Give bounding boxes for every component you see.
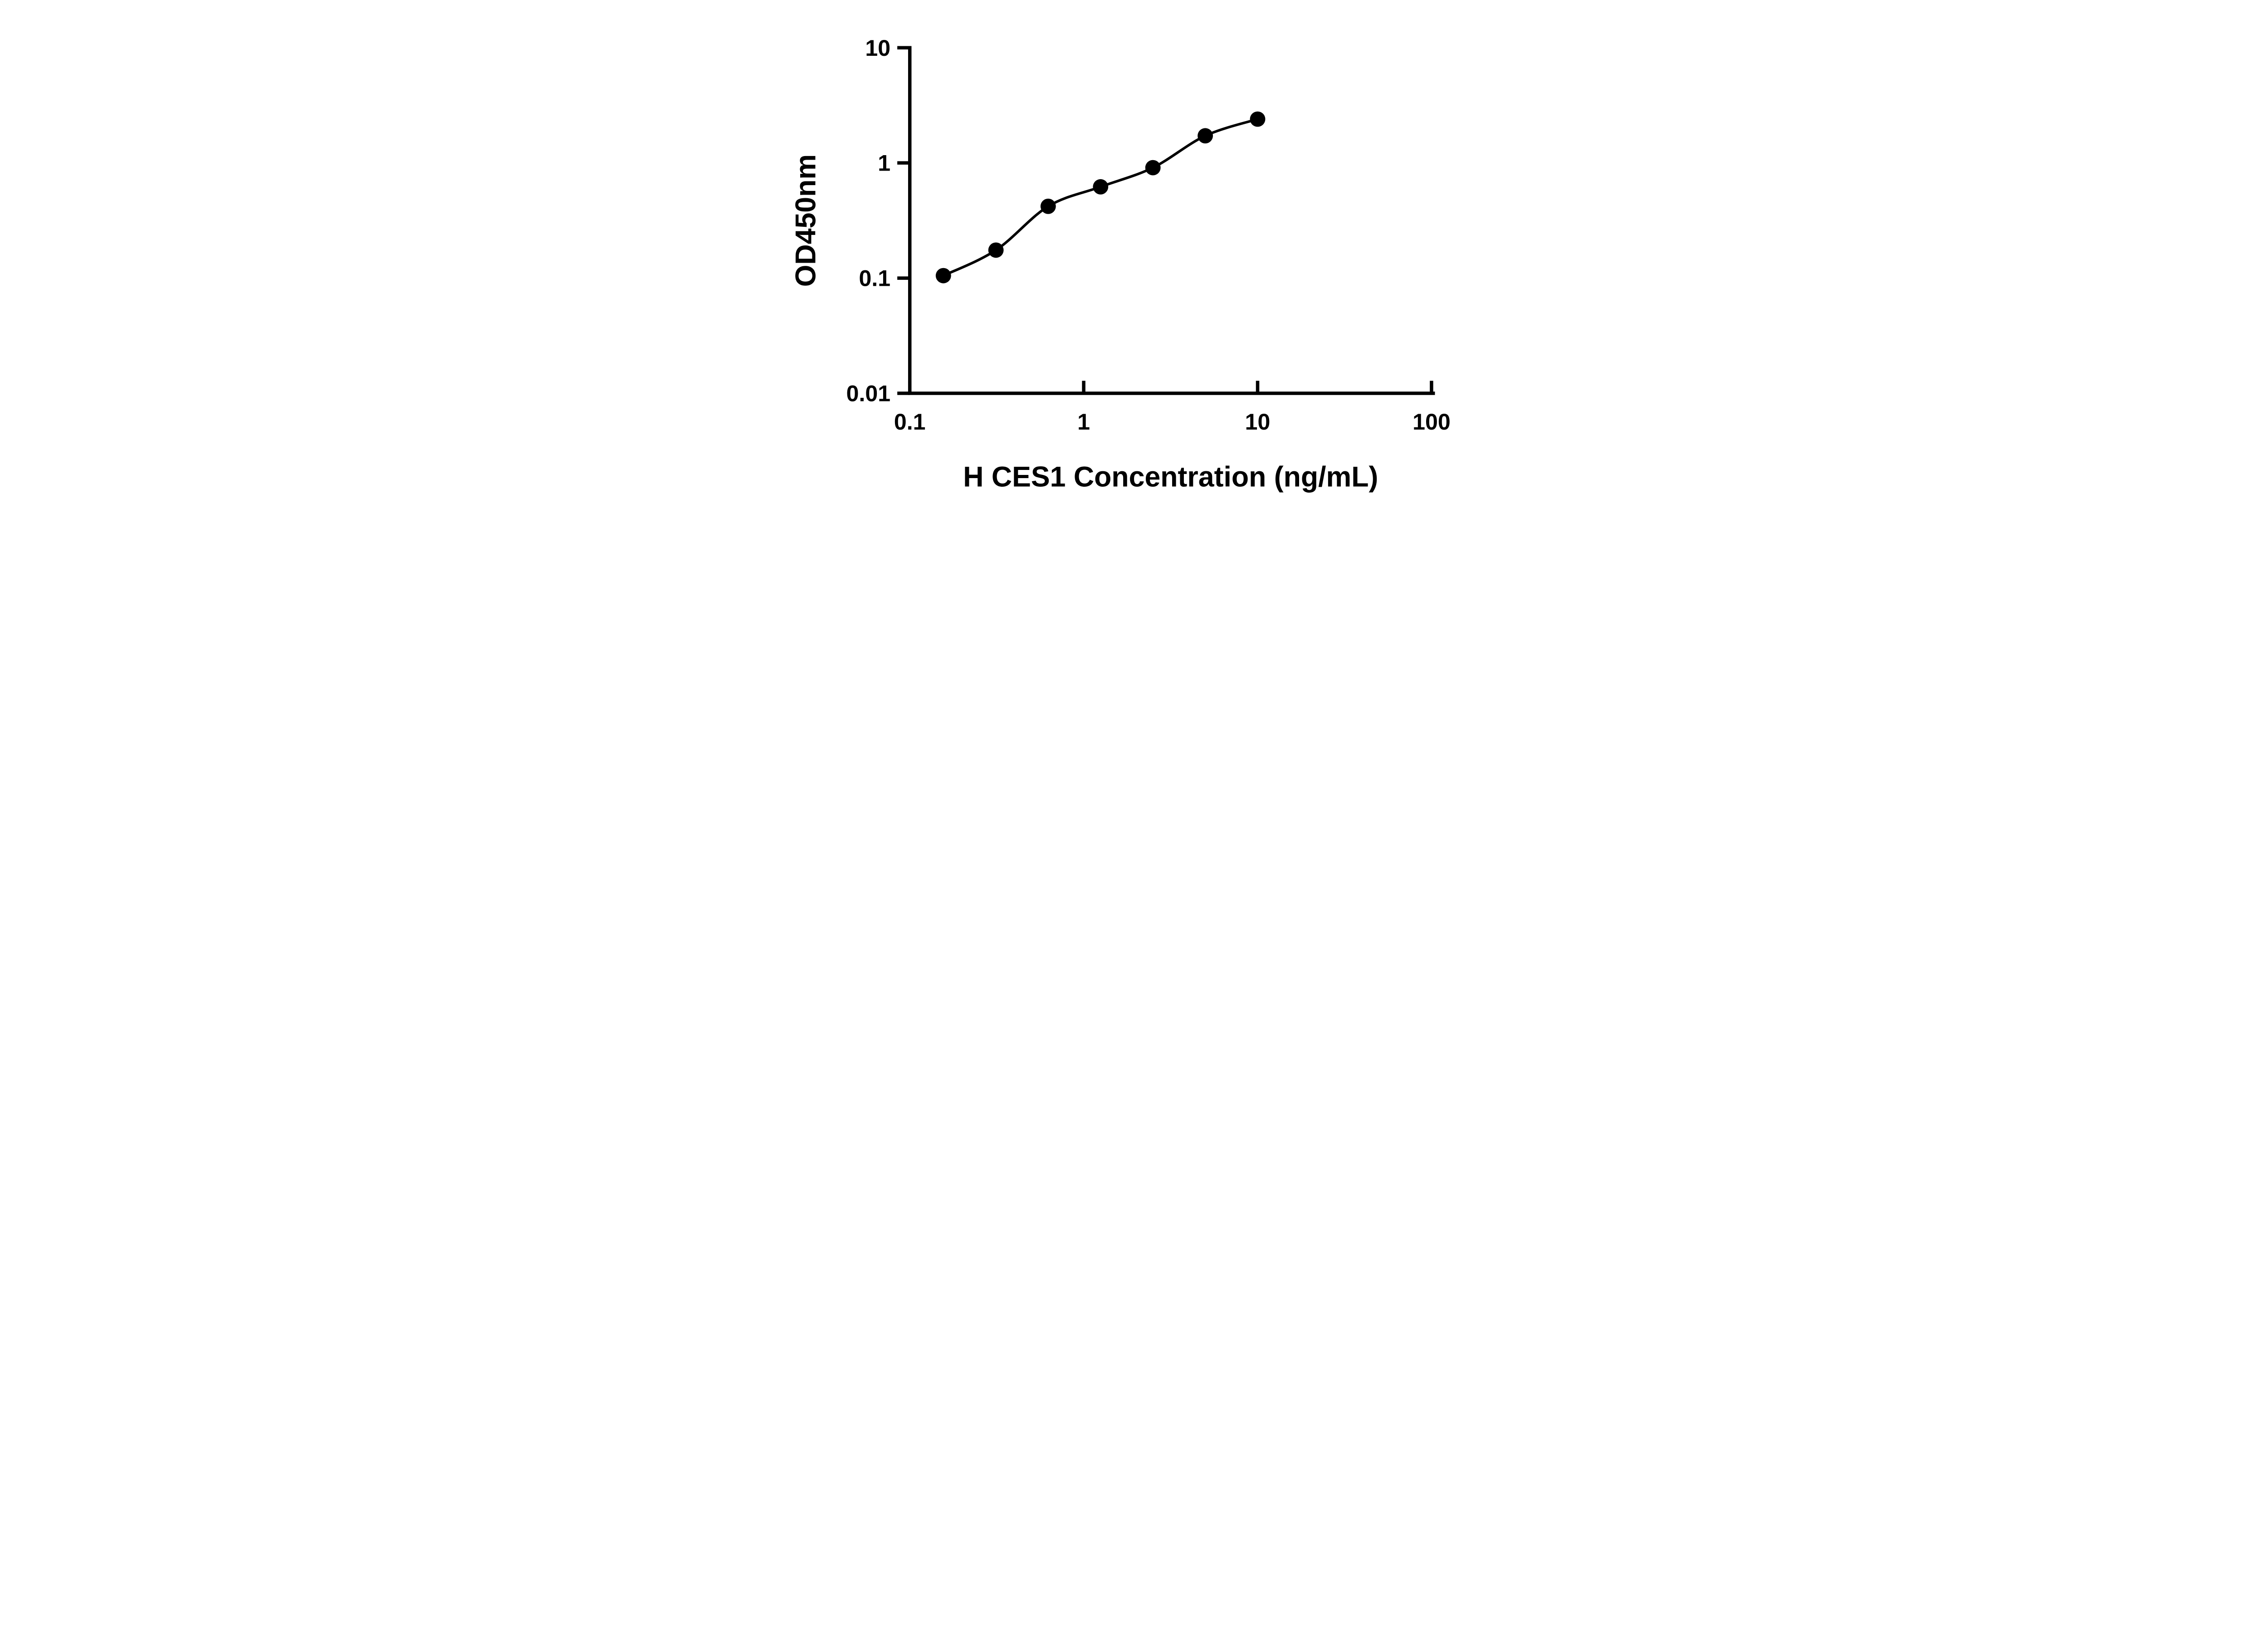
axes-frame bbox=[908, 46, 1435, 395]
y-axis-title: OD450nm bbox=[790, 154, 822, 287]
data-point bbox=[1250, 111, 1266, 127]
elisa-standard-curve-figure: 0.1 1 10 100 0.01 0.1 1 10 H CES1 Concentration… bbox=[771, 0, 1497, 513]
data-point bbox=[1145, 160, 1161, 176]
data-point bbox=[988, 242, 1004, 258]
y-tick-label: 10 bbox=[865, 35, 890, 61]
data-point bbox=[1040, 198, 1056, 214]
x-axis-title: H CES1 Concentration (ng/mL) bbox=[963, 461, 1378, 493]
x-tick-label: 1 bbox=[1077, 409, 1090, 435]
x-tick-label: 0.1 bbox=[894, 409, 926, 435]
y-tick-label: 0.01 bbox=[846, 381, 891, 406]
data-point bbox=[1093, 179, 1109, 195]
data-point bbox=[935, 268, 951, 284]
data-point bbox=[1198, 128, 1213, 144]
y-tick-label: 0.1 bbox=[859, 266, 890, 291]
x-tick-label: 10 bbox=[1245, 409, 1271, 435]
y-tick-label: 1 bbox=[878, 151, 890, 176]
x-tick-label: 100 bbox=[1413, 409, 1451, 435]
